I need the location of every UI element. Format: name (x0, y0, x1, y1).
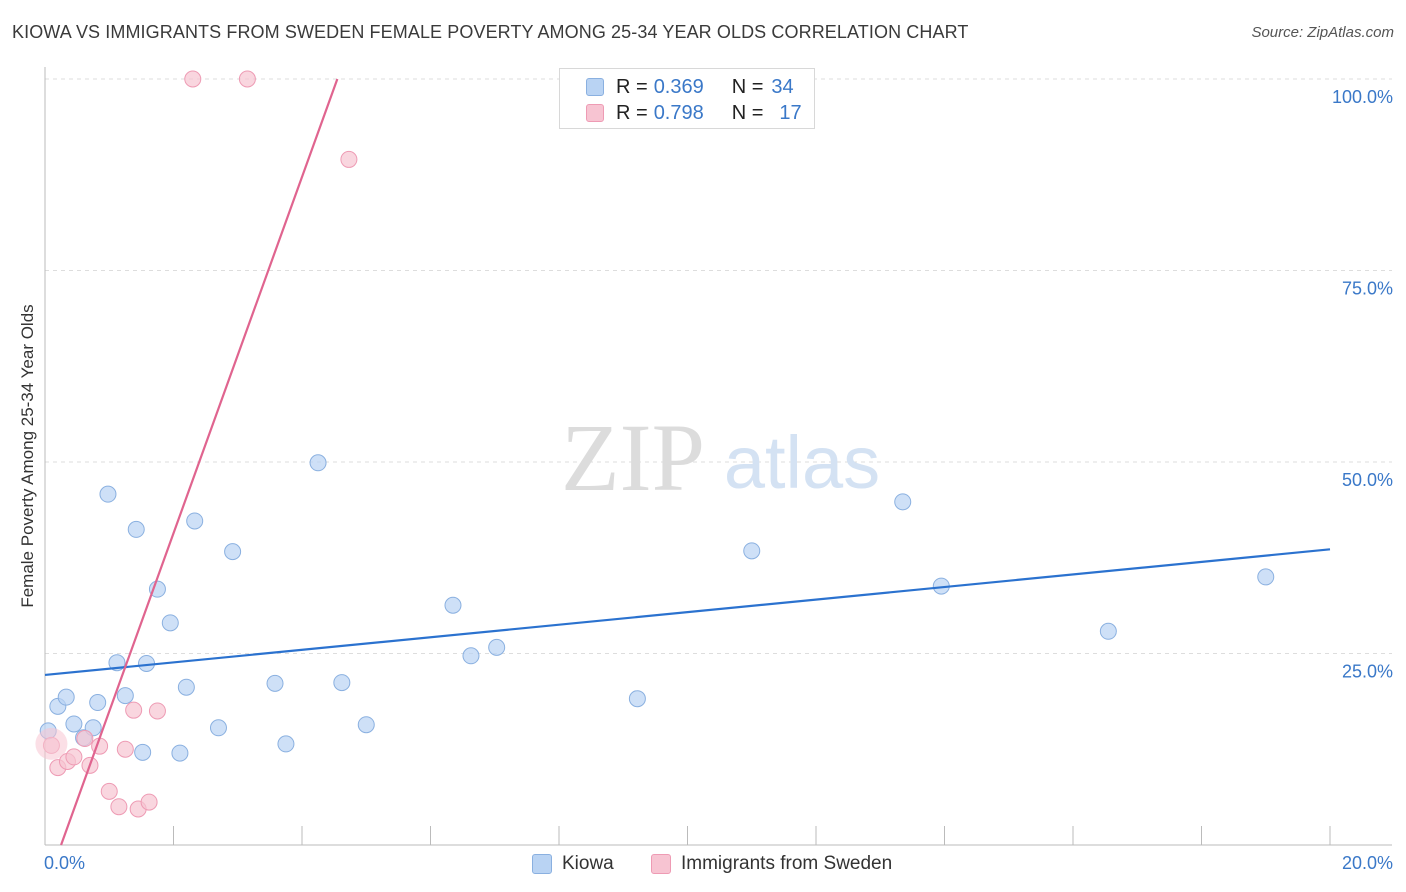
kiowa-point (743, 542, 761, 560)
sweden-point (148, 702, 166, 720)
kiowa-point (357, 716, 375, 734)
kiowa-point (444, 596, 462, 614)
kiowa-trendline (44, 548, 1331, 677)
chart-title: KIOWA VS IMMIGRANTS FROM SWEDEN FEMALE P… (12, 22, 969, 42)
kiowa-point (488, 638, 506, 656)
legend-r-label: R = (616, 75, 648, 98)
kiowa-point (309, 454, 327, 472)
sweden-swatch (586, 104, 604, 122)
kiowa-point (116, 687, 134, 705)
legend-row-kiowa: R = 0.369 N = 34 (586, 75, 794, 99)
legend-n-value: 34 (771, 75, 794, 98)
sweden-point (238, 70, 256, 88)
sweden-legend-swatch (651, 854, 671, 874)
kiowa-point (209, 719, 227, 737)
kiowa-point (186, 512, 204, 530)
legend-row-sweden: R = 0.798 N = 17 (586, 101, 802, 125)
kiowa-point (1099, 622, 1117, 640)
x-tick-label: 20.0% (1342, 853, 1393, 873)
x-tick-label: 0.0% (44, 853, 85, 873)
kiowa-swatch (586, 78, 604, 96)
y-tick-label: 75.0% (1342, 279, 1393, 299)
kiowa-point (65, 715, 83, 733)
legend-n-value: 17 (779, 101, 802, 124)
sweden-trendline (60, 78, 339, 846)
legend-r-label: R = (616, 101, 648, 124)
kiowa-point (266, 674, 284, 692)
kiowa-point (894, 493, 912, 511)
grid-lines (45, 78, 1392, 654)
y-tick-label: 50.0% (1342, 470, 1393, 490)
kiowa-point (224, 543, 242, 561)
legend-r-value: 0.798 (653, 101, 704, 124)
kiowa-point (1257, 568, 1275, 586)
kiowa-point (134, 743, 152, 761)
sweden-point (110, 798, 128, 816)
tick-labels: 25.0% 50.0% 75.0% 100.0% 0.0% 20.0% (44, 87, 1393, 873)
kiowa-point (57, 688, 75, 706)
watermark-zip: ZIP (561, 404, 705, 511)
sweden-point (65, 748, 83, 766)
sweden-point (340, 150, 358, 168)
sweden-point (184, 70, 202, 88)
y-tick-label: 100.0% (1332, 87, 1393, 107)
kiowa-point (628, 690, 646, 708)
kiowa-point (462, 647, 480, 665)
kiowa-point (161, 614, 179, 632)
sweden-point (116, 740, 134, 758)
kiowa-point (177, 678, 195, 696)
kiowa-points (39, 454, 1275, 762)
kiowa-point (127, 520, 145, 538)
legend-r-value: 0.369 (653, 75, 704, 98)
correlation-legend: R = 0.369 N = 34 R = 0.798 N = 17 (559, 68, 815, 129)
y-tick-label: 25.0% (1342, 662, 1393, 682)
watermark-atlas: atlas (724, 421, 880, 504)
kiowa-point (277, 735, 295, 753)
kiowa-legend-swatch (532, 854, 552, 874)
sweden-legend-label: Immigrants from Sweden (681, 853, 893, 874)
kiowa-point (171, 744, 189, 762)
source-credit: Source: ZipAtlas.com (1251, 24, 1394, 41)
sweden-point (125, 701, 143, 719)
trendlines (44, 78, 1331, 846)
sweden-points (35, 70, 358, 818)
bottom-legend-sweden: Immigrants from Sweden (651, 852, 892, 876)
sweden-point (140, 793, 158, 811)
sweden-point (100, 782, 118, 800)
kiowa-legend-label: Kiowa (562, 853, 614, 874)
kiowa-point (99, 485, 117, 503)
axes (44, 67, 1392, 846)
kiowa-point (89, 694, 107, 712)
legend-n-label: N = (731, 101, 764, 124)
kiowa-point (148, 580, 166, 598)
legend-n-label: N = (731, 75, 764, 98)
sweden-point-large (35, 727, 68, 760)
kiowa-point (333, 674, 351, 692)
sweden-point (76, 730, 94, 748)
bottom-legend-kiowa: Kiowa (532, 852, 614, 876)
